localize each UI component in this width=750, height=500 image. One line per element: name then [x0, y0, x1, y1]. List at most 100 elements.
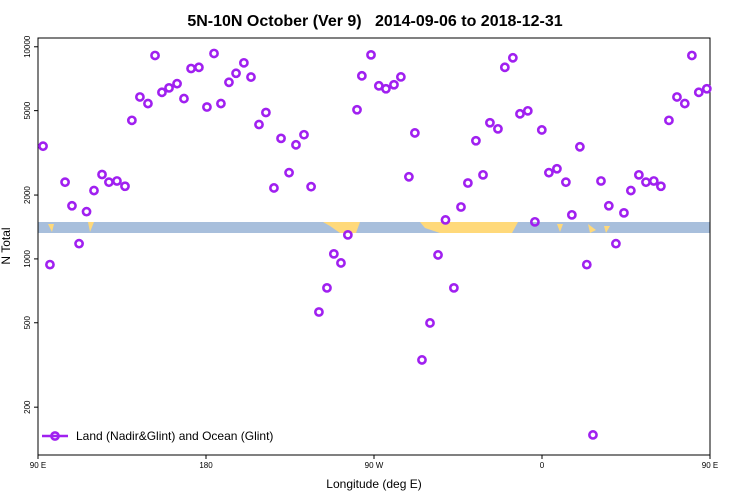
- data-point: [322, 282, 332, 293]
- data-point: [515, 108, 525, 119]
- y-tick-label: 500: [23, 316, 32, 330]
- data-point: [74, 238, 84, 249]
- data-point: [269, 183, 279, 193]
- data-point: [104, 177, 114, 188]
- x-tick-label: 90 E: [30, 461, 46, 470]
- ocean-band: [38, 222, 710, 233]
- data-point: [172, 78, 182, 89]
- data-point: [664, 115, 674, 126]
- data-point: [194, 62, 204, 73]
- data-point: [67, 200, 77, 211]
- data-point: [389, 79, 399, 90]
- data-point: [81, 206, 92, 217]
- legend-marker: [50, 431, 60, 441]
- data-point: [150, 50, 160, 61]
- y-tick-label: 200: [23, 400, 32, 414]
- data-point: [246, 72, 256, 82]
- data-point: [536, 125, 547, 135]
- data-point: [306, 181, 316, 192]
- data-point: [224, 77, 234, 88]
- x-tick-label: 90 W: [365, 461, 384, 470]
- data-point: [126, 115, 137, 126]
- data-point: [456, 202, 466, 212]
- chart-title: 5N-10N October (Ver 9) 2014-09-06 to 201…: [187, 13, 562, 30]
- data-point: [560, 177, 571, 188]
- data-point: [625, 185, 636, 196]
- y-tick-label: 2000: [23, 186, 32, 204]
- data-point: [352, 104, 362, 115]
- data-point: [209, 48, 219, 59]
- data-point: [648, 176, 659, 186]
- data-point: [693, 87, 704, 98]
- legend-item: Land (Nadir&Glint) and Ocean (Glint): [42, 429, 273, 443]
- data-point: [493, 123, 503, 134]
- data-point: [478, 169, 488, 180]
- data-point: [485, 117, 495, 128]
- data-point: [299, 129, 309, 140]
- data-point: [135, 92, 145, 102]
- data-point: [404, 171, 414, 182]
- data-point: [179, 93, 189, 104]
- data-point: [164, 82, 174, 93]
- data-point: [471, 135, 481, 146]
- data-point: [328, 248, 339, 259]
- data-point: [522, 105, 533, 116]
- data-point: [157, 87, 167, 98]
- data-point: [611, 238, 621, 249]
- data-point: [336, 258, 346, 268]
- data-point: [120, 181, 130, 192]
- data-point: [97, 169, 107, 180]
- data-point: [566, 209, 577, 220]
- data-point: [679, 98, 690, 109]
- y-tick-label: 5000: [23, 101, 32, 119]
- data-point: [366, 49, 376, 60]
- data-point: [701, 83, 712, 94]
- data-point: [38, 141, 48, 152]
- data-point: [291, 139, 301, 150]
- data-point: [381, 83, 391, 94]
- data-point: [507, 52, 518, 63]
- data-point: [342, 229, 353, 240]
- data-point: [186, 63, 196, 74]
- data-point: [499, 62, 510, 73]
- x-axis-label: Longitude (deg E): [326, 477, 421, 491]
- data-point: [603, 200, 614, 211]
- data-point: [596, 176, 606, 186]
- data-point: [60, 177, 70, 188]
- legend-label: Land (Nadir&Glint) and Ocean (Glint): [76, 429, 273, 443]
- data-point: [530, 216, 540, 227]
- data-point: [672, 92, 682, 102]
- x-tick-label: 90 E: [702, 461, 718, 470]
- land: [323, 222, 360, 233]
- x-tick-label: 0: [540, 461, 545, 470]
- y-axis-label: N Total: [0, 227, 13, 264]
- data-point: [417, 355, 427, 365]
- data-point: [261, 107, 271, 118]
- data-point: [433, 250, 443, 260]
- data-point: [202, 102, 212, 112]
- data-point: [238, 57, 249, 68]
- data-point: [656, 181, 666, 192]
- data-point: [641, 177, 651, 188]
- data-point: [440, 215, 451, 225]
- data-point: [356, 70, 367, 81]
- data-point: [588, 430, 598, 440]
- land: [420, 222, 518, 233]
- data-point: [112, 176, 122, 186]
- data-point: [143, 98, 153, 109]
- data-point: [544, 167, 554, 178]
- data-point: [89, 185, 99, 196]
- data-point: [686, 50, 697, 61]
- data-point: [284, 167, 294, 178]
- data-point: [254, 119, 264, 130]
- y-tick-label: 10000: [23, 35, 32, 58]
- data-point: [462, 178, 473, 188]
- data-point: [581, 259, 592, 270]
- data-point: [425, 318, 435, 328]
- data-point: [574, 141, 585, 152]
- data-point: [231, 68, 241, 79]
- data-point: [314, 307, 324, 317]
- data-point: [409, 128, 420, 138]
- data-point: [45, 259, 55, 270]
